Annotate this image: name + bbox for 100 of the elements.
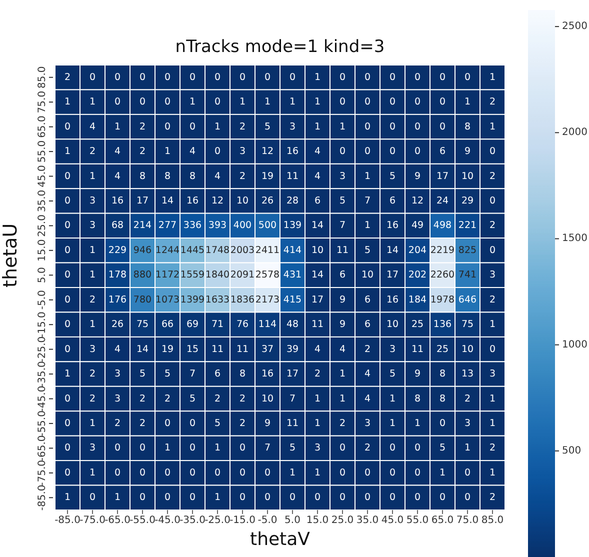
data-label: 3 [239, 146, 246, 158]
data-label: 4 [364, 393, 371, 404]
y-tick-label: -45.0 [37, 386, 48, 412]
data-label: 0 [214, 467, 221, 478]
data-label: 10 [311, 244, 324, 256]
data-label: 2 [339, 418, 346, 429]
data-label: 16 [111, 195, 124, 206]
y-tick-label: 25.0 [37, 214, 48, 237]
data-label: 1 [89, 418, 96, 429]
data-label: 25 [411, 319, 424, 330]
data-label: 0 [464, 72, 471, 83]
y-tick-label: 35.0 [37, 190, 48, 212]
data-label: 1 [464, 96, 471, 108]
data-label: 66 [161, 319, 174, 330]
data-label: 9 [264, 418, 271, 429]
data-label: 1 [489, 467, 496, 478]
y-tick-label: 65.0 [37, 116, 48, 138]
data-label: 5 [289, 442, 296, 454]
data-label: 9 [339, 294, 346, 306]
data-label: 1 [414, 418, 421, 429]
x-tick-label: -45.0 [154, 515, 180, 526]
data-label: 0 [314, 492, 321, 504]
data-label: 5 [389, 170, 396, 182]
data-label: 0 [139, 72, 146, 83]
data-label: 2 [214, 393, 221, 404]
data-label: 25 [436, 344, 449, 355]
data-label: 139 [283, 220, 302, 232]
data-label: 2 [314, 368, 321, 380]
data-label: 0 [439, 121, 446, 132]
data-label: 1836 [230, 294, 255, 306]
data-label: 8 [439, 393, 446, 404]
data-label: 2 [239, 170, 246, 182]
x-tick-label: -55.0 [130, 515, 156, 526]
data-label: 13 [461, 368, 474, 380]
x-tick-label: -5.0 [258, 515, 278, 526]
data-label: 1 [64, 368, 71, 380]
data-label: 14 [311, 220, 324, 232]
data-label: 1445 [180, 244, 205, 256]
y-axis-title: thetaU [0, 223, 22, 288]
data-label: 0 [64, 195, 71, 206]
data-label: 202 [408, 270, 427, 281]
data-label: 0 [464, 467, 471, 478]
data-label: 1 [489, 319, 496, 330]
color-bar-label: 500 [562, 445, 582, 456]
data-label: 2091 [230, 270, 255, 281]
data-label: 10 [236, 195, 249, 206]
data-label: 1 [489, 72, 496, 83]
data-label: 2 [364, 442, 371, 454]
data-label: 10 [361, 270, 374, 281]
data-label: 229 [108, 244, 127, 256]
data-label: 1559 [180, 270, 205, 281]
data-label: 2219 [430, 244, 455, 256]
data-label: 400 [233, 220, 252, 232]
data-label: 0 [389, 467, 396, 478]
data-label: 0 [264, 72, 271, 83]
data-label: 1 [164, 442, 171, 454]
data-label: 2 [89, 393, 96, 404]
data-label: 6 [214, 368, 221, 380]
data-label: 1 [439, 467, 446, 478]
data-label: 48 [286, 319, 299, 330]
data-label: 0 [189, 492, 196, 504]
data-label: 3 [389, 344, 396, 355]
data-label: 646 [458, 294, 477, 306]
data-label: 2578 [255, 270, 280, 281]
x-tick-label: 65.0 [431, 515, 454, 526]
data-label: 49 [411, 220, 424, 232]
data-label: 7 [289, 393, 296, 404]
data-label: 1 [364, 170, 371, 182]
data-label: 336 [183, 220, 202, 232]
data-label: 3 [489, 368, 496, 380]
data-label: 0 [89, 72, 96, 83]
data-label: 0 [189, 467, 196, 478]
data-label: 2173 [255, 294, 280, 306]
data-label: 17 [436, 170, 449, 182]
data-label: 8 [414, 393, 421, 404]
data-label: 1 [339, 393, 346, 404]
data-label: 1748 [205, 244, 230, 256]
x-tick-label: -35.0 [180, 515, 206, 526]
y-tick-label: -35.0 [37, 361, 48, 387]
data-label: 17 [286, 368, 299, 380]
data-label: 37 [261, 344, 274, 355]
data-label: 0 [464, 492, 471, 504]
data-label: 0 [389, 121, 396, 132]
data-label: 9 [414, 368, 421, 380]
data-label: 0 [239, 442, 246, 454]
data-label: 0 [164, 467, 171, 478]
data-label: 2 [239, 418, 246, 429]
data-label: 1 [289, 467, 296, 478]
data-label: 2 [489, 492, 496, 504]
data-label: 4 [314, 170, 321, 182]
data-label: 0 [214, 96, 221, 108]
data-label: 1 [339, 368, 346, 380]
y-tick-label: 15.0 [37, 239, 48, 262]
data-label: 0 [139, 492, 146, 504]
data-label: 1 [89, 244, 96, 256]
data-label: 3 [89, 195, 96, 206]
data-label: 2 [89, 294, 96, 306]
data-label: 1 [64, 492, 71, 504]
data-label: 4 [114, 170, 121, 182]
data-label: 1 [164, 146, 171, 158]
